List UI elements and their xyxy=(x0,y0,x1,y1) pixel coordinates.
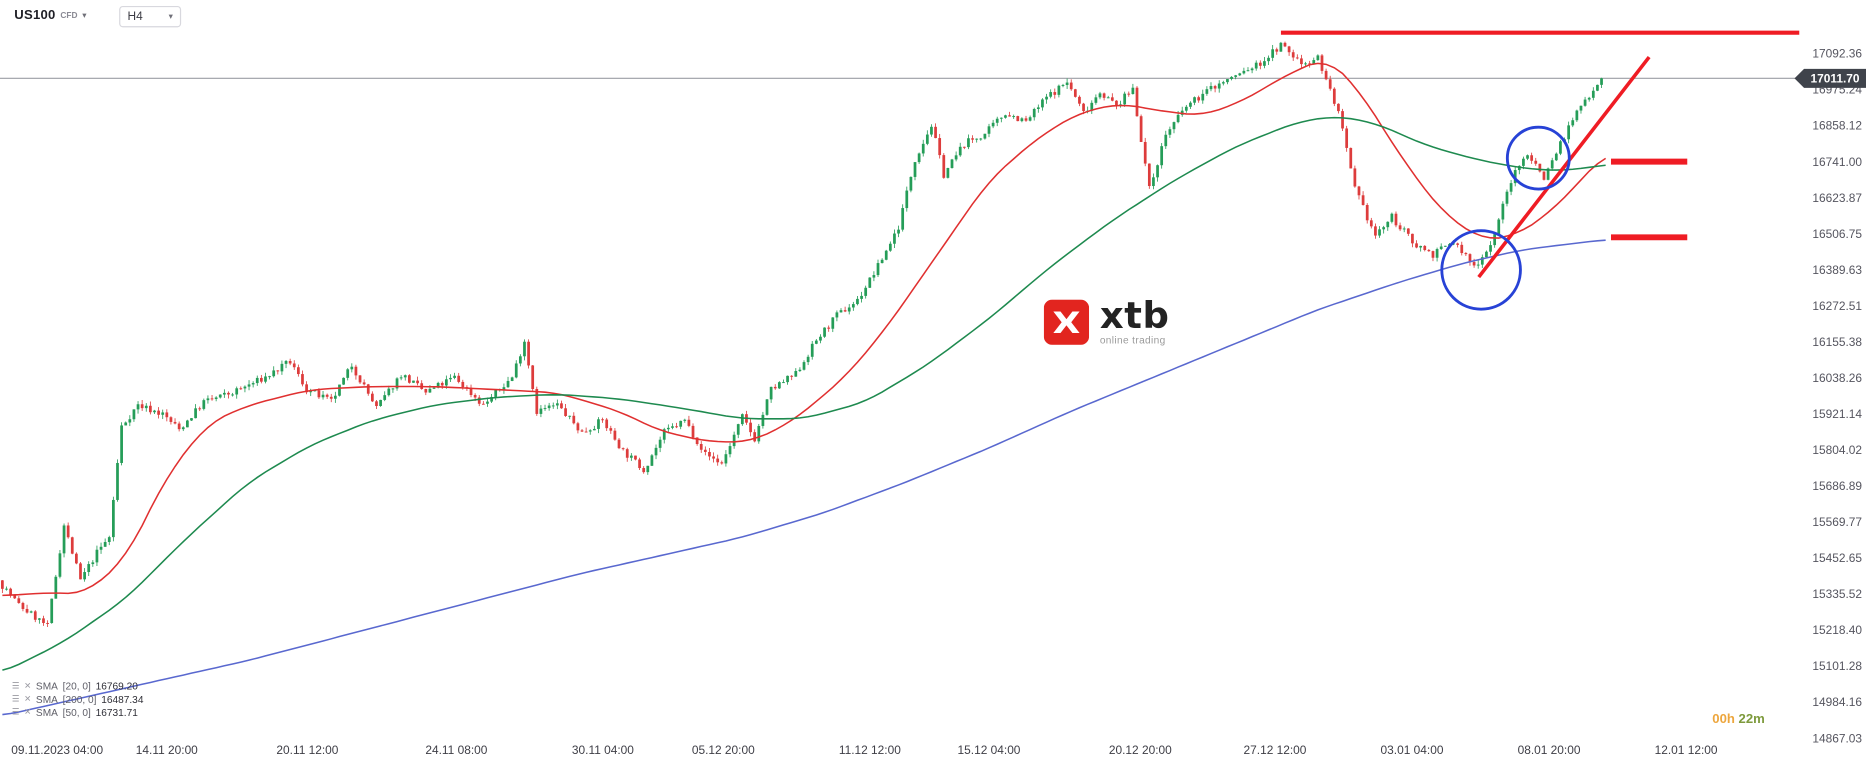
logo-text: xtb xyxy=(1099,294,1170,338)
indicator-params: [200, 0] xyxy=(62,693,97,706)
legend-row-sma-20: ☰ ✕ SMA [20, 0] 16769.20 xyxy=(12,680,144,692)
timeframe-select[interactable]: H4 ▾ xyxy=(119,5,182,28)
x-axis-label: 14.11 20:00 xyxy=(136,743,198,757)
x-axis-label: 09.11.2023 04:00 xyxy=(11,743,103,757)
highlight-circle-2[interactable] xyxy=(1505,125,1571,191)
y-axis-label: 16038.26 xyxy=(1812,371,1862,385)
indicator-settings-icon[interactable]: ☰ xyxy=(11,682,20,691)
indicator-value: 16487.34 xyxy=(101,693,144,706)
indicator-settings-icon[interactable]: ☰ xyxy=(11,695,20,704)
xtb-logo-icon xyxy=(1043,299,1090,345)
y-axis-label: 15569.77 xyxy=(1812,515,1862,529)
y-axis-label: 15452.65 xyxy=(1812,551,1862,565)
y-axis-label: 16389.63 xyxy=(1812,263,1862,277)
x-axis-label: 05.12 20:00 xyxy=(692,743,755,757)
y-axis-label: 16741.00 xyxy=(1812,155,1862,169)
instrument-header[interactable]: US100 CFD ▾ xyxy=(14,8,86,22)
y-axis-label: 16506.75 xyxy=(1812,227,1862,241)
x-axis-label: 15.12 04:00 xyxy=(958,743,1021,757)
candle-countdown-timer: 00h 22m xyxy=(1712,712,1765,726)
indicator-legend: ☰ ✕ SMA [20, 0] 16769.20 ☰ ✕ SMA [200, 0… xyxy=(12,680,144,718)
indicator-settings-icon[interactable]: ☰ xyxy=(11,708,20,718)
legend-row-sma-200: ☰ ✕ SMA [200, 0] 16487.34 xyxy=(12,693,144,705)
y-axis-label: 15101.28 xyxy=(1812,659,1862,673)
timeframe-chevron-down-icon: ▾ xyxy=(168,13,173,22)
xtb-watermark: xtb online trading xyxy=(1043,294,1170,347)
legend-row-sma-50: ☰ ✕ SMA [50, 0] 16731.71 xyxy=(12,706,144,718)
indicator-value: 16769.20 xyxy=(95,680,138,693)
symbol-label: US100 xyxy=(14,8,56,23)
logo-subtitle: online trading xyxy=(1099,334,1166,347)
y-axis-label: 15686.89 xyxy=(1812,479,1862,493)
y-axis-label: 16858.12 xyxy=(1812,119,1862,133)
x-axis-label: 03.01 04:00 xyxy=(1381,743,1444,757)
y-axis-label: 14867.03 xyxy=(1812,731,1862,745)
indicator-name: SMA xyxy=(35,680,58,693)
indicator-params: [50, 0] xyxy=(62,706,91,719)
symbol-chevron-down-icon[interactable]: ▾ xyxy=(82,11,87,21)
highlight-circle-1[interactable] xyxy=(1440,229,1522,311)
y-axis-label: 17092.36 xyxy=(1812,47,1862,61)
countdown-minutes: 22m xyxy=(1738,712,1765,727)
indicator-params: [20, 0] xyxy=(62,680,91,693)
xtb-logo-x-right xyxy=(1064,311,1080,333)
indicator-remove-icon[interactable]: ✕ xyxy=(24,708,32,718)
indicator-remove-icon[interactable]: ✕ xyxy=(24,682,32,691)
y-axis-label: 14984.16 xyxy=(1812,695,1862,709)
indicator-name: SMA xyxy=(35,693,58,706)
current-price-tag xyxy=(1794,68,1866,88)
indicator-name: SMA xyxy=(35,706,58,719)
x-axis-label: 20.11 12:00 xyxy=(276,743,338,757)
x-axis-label: 27.12 12:00 xyxy=(1244,743,1307,757)
current-price-tag-value: 17011.70 xyxy=(1811,71,1860,85)
timeframe-value: H4 xyxy=(127,10,143,24)
indicator-remove-icon[interactable]: ✕ xyxy=(24,695,32,704)
sma-50-line xyxy=(2,116,1606,671)
y-axis-label: 15218.40 xyxy=(1812,623,1862,637)
sma-200-line xyxy=(2,239,1606,716)
indicator-value: 16731.71 xyxy=(95,706,138,719)
sma-20-line xyxy=(2,62,1607,597)
x-axis-label: 24.11 08:00 xyxy=(425,743,487,757)
countdown-hours: 00h xyxy=(1712,712,1735,727)
x-axis-label: 08.01 20:00 xyxy=(1518,743,1581,757)
x-axis-label: 11.12 12:00 xyxy=(839,743,901,757)
x-axis-label: 12.01 12:00 xyxy=(1655,743,1718,757)
y-axis-label: 15804.02 xyxy=(1812,443,1862,457)
x-axis-label: 30.11 04:00 xyxy=(572,743,634,757)
candlestick-series xyxy=(1,41,1603,627)
y-axis-label: 16155.38 xyxy=(1812,335,1862,349)
instrument-type-label: CFD xyxy=(60,11,78,20)
x-axis-label: 20.12 20:00 xyxy=(1109,743,1172,757)
y-axis-label: 15335.52 xyxy=(1812,587,1862,601)
y-axis-label: 15921.14 xyxy=(1812,407,1862,421)
y-axis-label: 16623.87 xyxy=(1812,191,1862,205)
y-axis-label: 16272.51 xyxy=(1812,299,1862,313)
